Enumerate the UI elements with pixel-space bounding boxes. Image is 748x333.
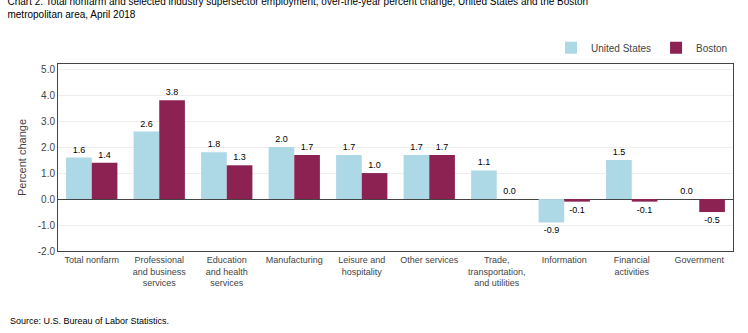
svg-text:-0.1: -0.1 [569, 205, 585, 215]
svg-text:1.1: 1.1 [478, 157, 491, 167]
svg-text:2.6: 2.6 [140, 119, 153, 129]
svg-text:Total nonfarm: Total nonfarm [64, 255, 119, 265]
svg-text:-0.9: -0.9 [544, 225, 560, 235]
svg-text:1.7: 1.7 [410, 142, 423, 152]
svg-text:1.5: 1.5 [613, 147, 626, 157]
svg-text:3.0: 3.0 [41, 116, 55, 127]
svg-text:1.7: 1.7 [301, 142, 314, 152]
svg-text:1.0: 1.0 [41, 168, 55, 179]
svg-text:3.8: 3.8 [166, 87, 179, 97]
svg-text:Source: U.S. Bureau of Labor S: Source: U.S. Bureau of Labor Statistics. [10, 316, 169, 326]
svg-text:Educationand healthservices: Educationand healthservices [206, 255, 248, 288]
svg-text:Manufacturing: Manufacturing [266, 255, 323, 265]
svg-text:0.0: 0.0 [41, 194, 55, 205]
svg-text:Information: Information [542, 255, 587, 265]
svg-text:Leisure andhospitality: Leisure andhospitality [338, 255, 385, 277]
svg-text:1.7: 1.7 [436, 142, 449, 152]
svg-text:Professionaland businessservic: Professionaland businessservices [133, 255, 187, 288]
svg-text:Percent change: Percent change [16, 119, 28, 196]
svg-text:-0.1: -0.1 [637, 205, 653, 215]
svg-text:0.0: 0.0 [680, 186, 693, 196]
svg-text:1.6: 1.6 [73, 145, 86, 155]
svg-text:Chart 2. Total nonfarm and sel: Chart 2. Total nonfarm and selected indu… [7, 0, 588, 20]
svg-text:1.8: 1.8 [208, 139, 221, 149]
svg-text:1.0: 1.0 [368, 160, 381, 170]
svg-text:Government: Government [674, 255, 724, 265]
svg-text:1.4: 1.4 [98, 150, 111, 160]
svg-text:4.0: 4.0 [41, 90, 55, 101]
svg-text:Trade,transportation,and utili: Trade,transportation,and utilities [468, 255, 526, 288]
svg-text:5.0: 5.0 [41, 64, 55, 75]
svg-text:Boston: Boston [696, 43, 727, 54]
svg-text:-2.0: -2.0 [38, 246, 56, 257]
svg-text:-1.0: -1.0 [38, 220, 56, 231]
svg-text:2.0: 2.0 [275, 134, 288, 144]
svg-text:2.0: 2.0 [41, 142, 55, 153]
svg-text:Other services: Other services [400, 255, 459, 265]
svg-text:0.0: 0.0 [503, 186, 516, 196]
svg-text:-0.5: -0.5 [704, 215, 720, 225]
svg-text:United States: United States [591, 43, 651, 54]
svg-text:1.7: 1.7 [343, 142, 356, 152]
svg-text:1.3: 1.3 [233, 152, 246, 162]
svg-text:Financialactivities: Financialactivities [614, 255, 650, 277]
